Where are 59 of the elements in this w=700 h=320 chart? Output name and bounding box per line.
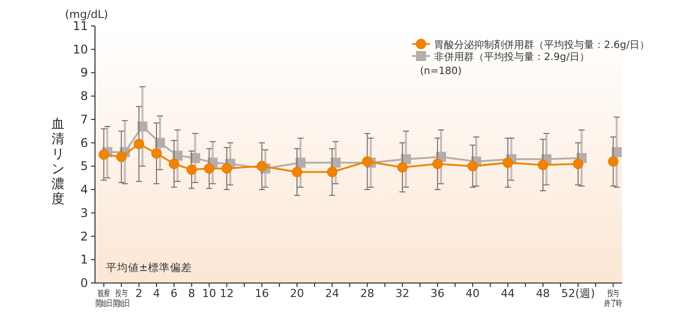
point (151, 148, 162, 159)
point (608, 156, 618, 167)
point (168, 158, 180, 170)
y-tick-label: 6 (80, 136, 88, 150)
x-tick-label: 投与開始日 (112, 288, 130, 308)
point (134, 138, 144, 150)
x-tick-label: 10 (202, 287, 216, 300)
point (116, 152, 127, 162)
y-tick-label: 7 (80, 112, 88, 126)
x-tick-label: 20 (290, 287, 304, 300)
x-tick-label: 28 (360, 287, 374, 300)
text: (mg/dL) (65, 8, 108, 21)
x-tick-label: 52(週) (561, 287, 595, 300)
x-tick-label: 36 (430, 287, 445, 300)
y-axis-title: 血清リン濃度 (52, 117, 64, 207)
point (397, 162, 408, 173)
y-tick-label: 10 (72, 42, 88, 56)
point (98, 149, 110, 160)
x-tick-label: 2 (135, 287, 142, 300)
x-tick-label: 44 (500, 287, 515, 300)
annotation: 平均値±標準偏差 (106, 262, 192, 274)
point (502, 157, 514, 168)
x-tick-label: 4 (152, 287, 160, 300)
point (326, 166, 338, 178)
x-tick-label: 24 (325, 287, 340, 300)
point (137, 121, 148, 132)
y-tick-label: 2 (80, 229, 88, 244)
y-tick-label: 3 (80, 206, 88, 220)
x-tick-label: 投与終了時 (604, 288, 622, 308)
point (362, 156, 373, 167)
annotation: (n=180) (420, 66, 462, 77)
point (190, 153, 200, 164)
point (222, 163, 232, 174)
point (467, 160, 478, 172)
x-tick-label: 6 (170, 287, 178, 300)
x-tick-label: 48 (536, 287, 550, 300)
x-tick-label: 16 (254, 287, 269, 300)
x-tick-label: 8 (188, 287, 196, 300)
y-tick-label: 0 (80, 276, 88, 290)
x-tick-label: 32 (395, 287, 410, 300)
x-tick-label: 観察開始日 (95, 288, 112, 308)
legend-label: 非併用群（平均投与量：2.9g/日） (434, 51, 590, 63)
y-tick-label: 11 (72, 19, 88, 33)
x-tick-label: 40 (466, 287, 480, 300)
point (292, 166, 302, 178)
point (256, 160, 268, 172)
y-tick-label: 9 (80, 66, 88, 80)
y-tick-label: 4 (80, 182, 88, 197)
y-tick-label: 1 (80, 252, 88, 267)
point (204, 163, 214, 174)
x-tick-label: 12 (220, 287, 234, 300)
y-tick-label: 5 (80, 159, 88, 174)
point (572, 158, 584, 170)
legend-label: 胃酸分泌抑制剤併用群（平均投与量：2.6g/日） (434, 39, 650, 51)
y-tick-label: 8 (80, 89, 88, 104)
point (538, 160, 548, 170)
point (432, 158, 443, 170)
point (186, 164, 197, 175)
point (154, 138, 165, 148)
